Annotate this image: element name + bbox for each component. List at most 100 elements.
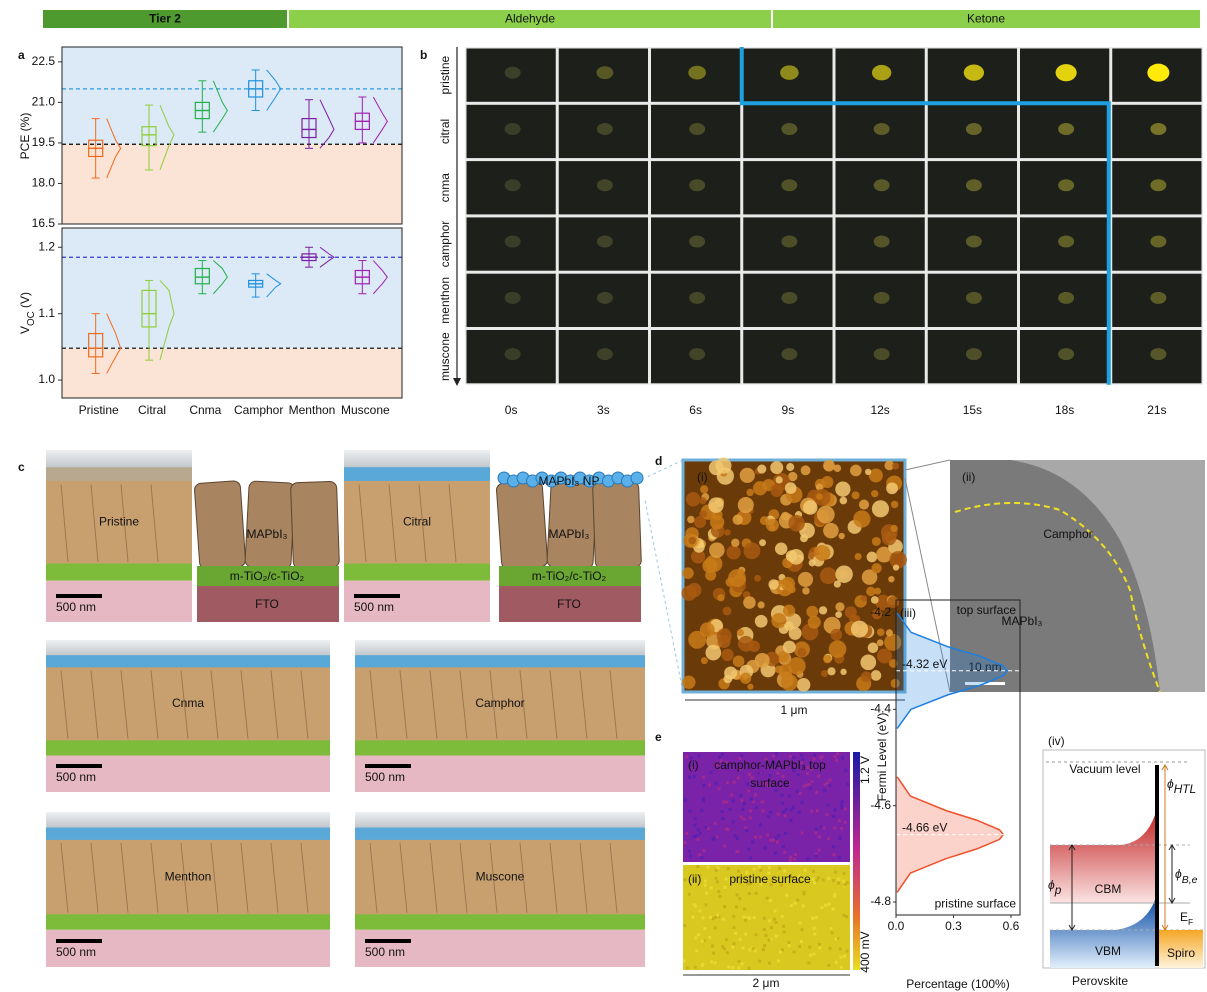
scale-label: 500 nm bbox=[56, 600, 96, 614]
map-noise bbox=[808, 946, 811, 949]
afm-grain bbox=[823, 523, 839, 539]
sem-tio2 bbox=[46, 740, 330, 755]
afm-grain bbox=[886, 482, 898, 494]
afm-grain bbox=[859, 500, 869, 510]
map-noise bbox=[829, 778, 832, 781]
afm-grain bbox=[770, 461, 783, 474]
x-tick-label: Muscone bbox=[341, 403, 390, 417]
droplet bbox=[505, 348, 521, 360]
afm-grain bbox=[821, 670, 828, 677]
afm-grain bbox=[733, 655, 745, 667]
map-noise bbox=[694, 823, 697, 826]
droplet bbox=[505, 292, 521, 304]
map-noise bbox=[809, 954, 812, 957]
map-noise bbox=[777, 834, 780, 837]
afm-grain bbox=[721, 649, 733, 661]
plot-bg-top bbox=[62, 47, 402, 144]
map-noise bbox=[832, 815, 835, 818]
map-noise bbox=[746, 782, 749, 785]
y-tick-label: 19.5 bbox=[32, 135, 56, 149]
map-noise bbox=[843, 955, 846, 958]
afm-grain bbox=[783, 641, 796, 654]
afm-grain bbox=[830, 629, 842, 641]
map-noise bbox=[730, 794, 733, 797]
map-noise bbox=[822, 826, 825, 829]
map-noise bbox=[817, 775, 820, 778]
map-noise bbox=[761, 800, 764, 803]
afm-grain bbox=[779, 664, 793, 678]
droplet bbox=[964, 65, 984, 81]
afm-grain bbox=[758, 601, 765, 608]
droplet bbox=[874, 123, 890, 135]
map-noise bbox=[748, 949, 751, 952]
scale-bar bbox=[354, 594, 400, 598]
map-noise bbox=[796, 790, 799, 793]
afm-grain bbox=[886, 629, 893, 636]
map-noise bbox=[712, 838, 715, 841]
map-noise bbox=[781, 794, 784, 797]
map-noise bbox=[743, 908, 746, 911]
map-noise bbox=[840, 827, 843, 830]
sem-tio2 bbox=[355, 914, 645, 930]
droplet bbox=[781, 123, 797, 135]
panel-letter: b bbox=[420, 48, 427, 62]
map-noise bbox=[742, 916, 745, 919]
map-noise bbox=[800, 801, 803, 804]
map-noise bbox=[732, 799, 735, 802]
map-noise bbox=[839, 956, 842, 959]
map-noise bbox=[696, 865, 699, 868]
afm-grain bbox=[835, 481, 850, 496]
map-noise bbox=[776, 841, 779, 844]
map-noise bbox=[846, 950, 849, 953]
afm-grain bbox=[743, 542, 760, 559]
map-noise bbox=[710, 960, 713, 963]
droplet bbox=[872, 65, 891, 80]
map-noise bbox=[775, 935, 778, 938]
droplet bbox=[966, 123, 982, 135]
droplet bbox=[874, 292, 890, 304]
map-noise bbox=[775, 921, 778, 924]
afm-grain bbox=[781, 512, 790, 521]
afm-grain bbox=[724, 667, 737, 680]
map-noise bbox=[789, 819, 792, 822]
map-noise bbox=[798, 811, 801, 814]
droplet bbox=[874, 236, 890, 248]
header-ketone: Ketone bbox=[967, 12, 1005, 26]
map-noise bbox=[754, 933, 757, 936]
droplet bbox=[874, 348, 890, 360]
map-noise bbox=[691, 916, 694, 919]
afm-grain bbox=[839, 533, 845, 539]
map-noise bbox=[768, 919, 771, 922]
map-noise bbox=[828, 903, 831, 906]
row-label: muscone bbox=[438, 332, 452, 381]
map-noise bbox=[701, 916, 704, 919]
legend-label: pristine surface bbox=[935, 897, 1017, 911]
map-noise bbox=[768, 866, 771, 869]
map-noise bbox=[704, 903, 707, 906]
map-noise bbox=[815, 916, 818, 919]
afm-grain bbox=[723, 607, 732, 616]
map-noise bbox=[741, 808, 744, 811]
map-noise bbox=[743, 802, 746, 805]
afm-grain bbox=[738, 497, 754, 513]
afm-grain bbox=[872, 500, 889, 517]
grain bbox=[547, 481, 597, 569]
afm-grain bbox=[861, 671, 872, 682]
afm-grain bbox=[737, 629, 744, 636]
map-noise bbox=[738, 897, 741, 900]
afm-grain bbox=[820, 567, 837, 584]
afm-grain bbox=[817, 506, 835, 524]
afm-grain bbox=[740, 673, 751, 684]
band-label: Vacuum level bbox=[1069, 762, 1140, 776]
map-noise bbox=[788, 795, 791, 798]
map-noise bbox=[831, 931, 834, 934]
afm-grain bbox=[740, 468, 755, 483]
sem-tio2 bbox=[344, 564, 490, 581]
band-label: VBM bbox=[1095, 944, 1121, 958]
droplet bbox=[597, 292, 613, 304]
afm-grain bbox=[766, 519, 779, 532]
map-noise bbox=[788, 944, 791, 947]
map-noise bbox=[833, 894, 836, 897]
map-noise bbox=[721, 810, 724, 813]
droplet bbox=[966, 292, 982, 304]
